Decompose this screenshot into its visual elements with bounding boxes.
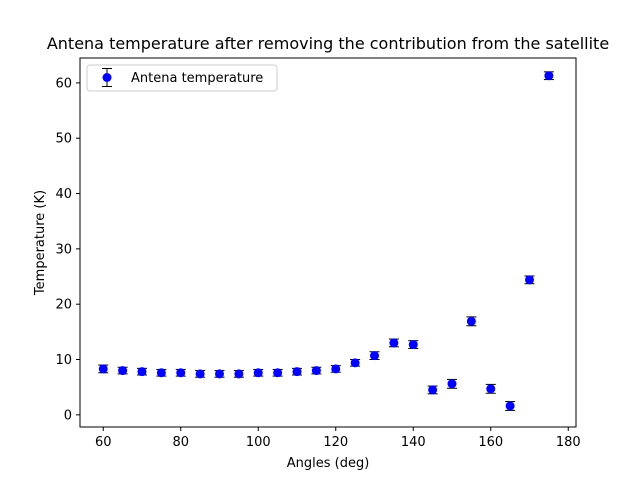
y-tick-label: 0: [64, 408, 72, 423]
data-point: [118, 366, 128, 376]
data-point: [98, 364, 108, 374]
data-point: [292, 367, 302, 377]
legend-box: [86, 64, 278, 92]
data-point: [428, 385, 438, 395]
data-point: [176, 368, 186, 378]
x-tick-label: 120: [323, 435, 348, 450]
y-tick-label: 40: [55, 187, 72, 202]
data-point: [350, 358, 360, 368]
x-tick-label: 100: [246, 435, 271, 450]
data-point: [253, 368, 263, 378]
x-axis-ticks: 60 80 100 120 140 160 180: [95, 427, 581, 450]
data-point: [156, 368, 166, 378]
data-point: [234, 369, 244, 379]
legend-marker: [102, 73, 112, 82]
y-axis-ticks: 0 10 20 30 40 50 60: [55, 76, 80, 423]
x-tick-label: 80: [172, 435, 189, 450]
data-point: [215, 369, 224, 379]
data-point: [389, 338, 399, 348]
x-tick-label: 60: [95, 435, 112, 450]
x-tick-label: 140: [401, 435, 426, 450]
data-point: [195, 369, 205, 379]
y-tick-label: 20: [55, 298, 72, 313]
data-point: [273, 368, 283, 378]
data-points: [98, 71, 554, 411]
x-tick-label: 160: [478, 435, 503, 450]
x-tick-label: 180: [556, 435, 581, 450]
data-point: [544, 71, 554, 81]
plot-area: [80, 58, 576, 427]
legend: Antena temperature: [86, 64, 278, 92]
data-point: [466, 316, 476, 326]
data-point: [505, 401, 515, 411]
legend-label: Antena temperature: [131, 71, 263, 86]
data-point: [486, 384, 496, 394]
data-point: [447, 379, 457, 389]
data-point: [137, 367, 147, 377]
y-tick-label: 10: [55, 353, 72, 368]
data-point: [408, 340, 418, 350]
y-tick-label: 60: [55, 76, 72, 91]
y-tick-label: 50: [55, 132, 72, 147]
x-axis-label: Angles (deg): [287, 456, 370, 471]
y-axis-label: Temperature (K): [33, 190, 48, 296]
plot-frame: [79, 57, 577, 428]
data-point: [331, 364, 341, 374]
y-tick-label: 30: [55, 242, 72, 257]
data-point: [525, 275, 534, 285]
data-point: [311, 366, 321, 376]
data-point: [370, 351, 379, 361]
chart-title: Antena temperature after removing the co…: [47, 34, 609, 53]
